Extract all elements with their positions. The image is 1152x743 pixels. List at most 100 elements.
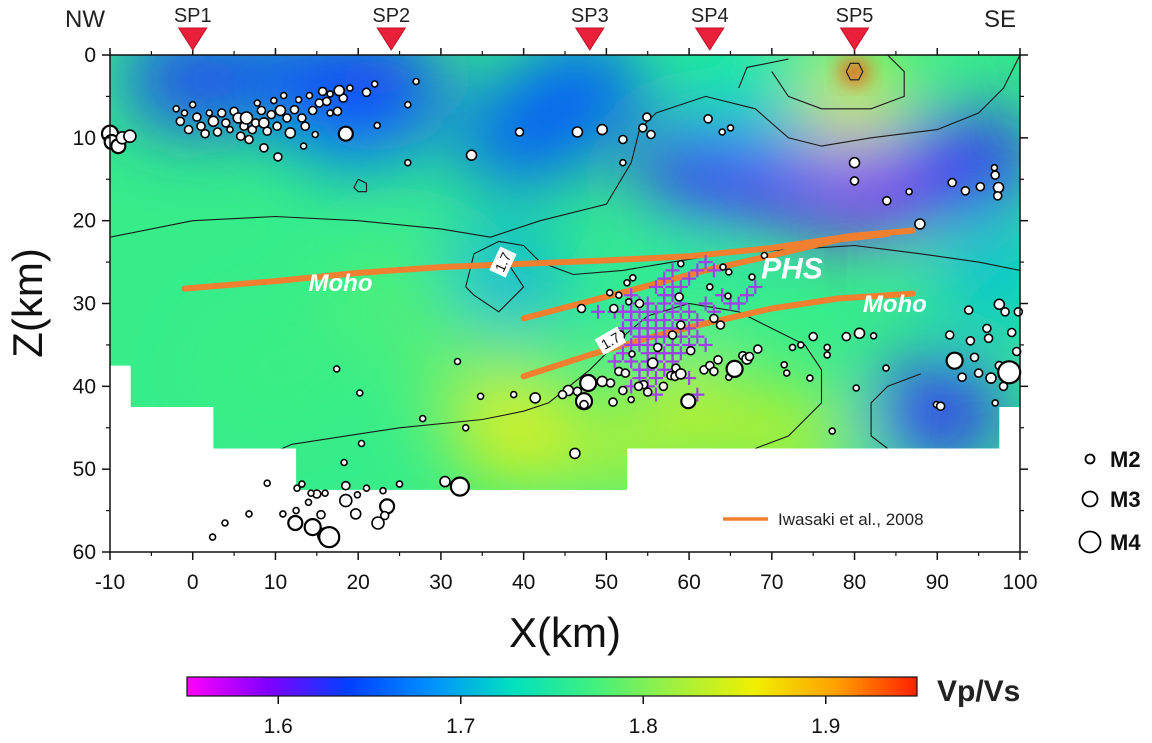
earthquake-circle [332,365,341,373]
earthquake-circle [371,516,385,530]
colorbar-tick-label: 1.6 [264,715,293,738]
earthquake-circle [172,105,180,113]
earthquake-circle [1000,306,1010,317]
shot-point-marker [694,27,725,51]
contour-value-labels: 1.7 1.7 [489,246,627,356]
earthquake-circle [652,342,663,353]
x-axis-title: X(km) [509,609,621,656]
microseismicity-cross [657,362,672,377]
earthquake-circle [266,109,277,120]
earthquake-circle [628,273,637,282]
contour-line [465,240,1020,288]
earthquake-circle [724,268,733,276]
earthquake-circle [608,397,618,407]
moho-line-legend: Iwasaki et al., 2008 [723,510,924,529]
microseismicity-cross [682,271,697,286]
microseismicity-cross [649,371,663,386]
earthquake-circle [362,484,371,493]
earthquake-circle [675,320,686,330]
x-tick-label: 100 [1002,571,1037,594]
earthquake-circle [395,480,404,488]
colorbar-tick-label: 1.8 [629,715,658,738]
x-tick-label: 30 [429,571,452,594]
earthquake-circles [100,77,1024,549]
y-tick-label: 10 [73,127,96,150]
y-tick-label: 30 [73,293,96,316]
earthquake-circle [853,327,866,340]
earthquake-circle [379,498,396,515]
earthquake-circle [808,331,819,342]
colorbar-tick-label: 1.9 [811,715,840,738]
microseismicity-cross [665,346,680,361]
contour-line [738,58,789,89]
magnitude-legend-label: M3 [1110,487,1141,512]
earthquake-circle [316,509,326,520]
earthquake-circle [333,84,346,97]
earthquake-circle [370,80,379,88]
x-tick-label: 20 [347,571,370,594]
microseismicity-cross [682,321,697,336]
microseismicity-cross [698,296,713,311]
earthquake-circle [705,283,714,291]
earthquake-circle [990,163,999,172]
y-tick-label: 50 [73,458,96,481]
earthquake-circle [576,303,587,314]
earthquake-circle [945,351,964,370]
y-tick-label: 0 [84,44,96,67]
earthquake-circle [216,108,227,118]
earthquake-circle [514,127,525,137]
earthquake-circle [272,121,282,131]
earthquake-circle [780,360,789,369]
earthquake-circle [881,196,892,206]
microseismicity-cross [690,263,705,278]
earthquake-circle [289,104,300,115]
earthquake-circle [326,90,334,98]
plot-frame: -10 0 10 20 30 40 50 60 70 80 90 100 0 10 20 30 40 50 60 [73,44,1038,594]
contour-line [465,261,525,313]
shot-point-label: SP2 [372,5,410,27]
earthquake-circle [905,187,913,196]
earthquake-circle [307,489,315,498]
earthquake-circle [852,384,861,392]
earthquake-circle [461,423,470,432]
microseismicity-cross [698,337,713,352]
microseismicity-cross [657,288,672,303]
earthquake-circle [212,127,223,137]
field-blob [205,319,346,420]
earthquake-circle [361,87,372,98]
earthquake-circle [788,343,797,352]
earthquake-circle [403,100,412,109]
earthquake-circle [680,393,697,410]
earthquake-circle [412,77,420,86]
magnitude-legend: M2 M3 M4 [1078,447,1141,555]
earthquake-circle [596,123,609,136]
earthquake-circle [379,510,390,521]
orientation-left-label: NW [65,6,105,33]
earthquake-circle [403,158,412,167]
earthquake-circle [719,263,727,271]
earthquake-circle [293,484,301,493]
shot-point-label: SP1 [174,5,212,27]
colorbar-title: Vp/Vs [937,675,1020,708]
earthquake-circle [992,181,1005,194]
field-blob [685,55,826,139]
earthquake-circle [796,341,805,349]
contour-line [870,373,921,449]
microseismicity-cross [665,279,680,294]
microseismicity-cross [665,263,680,278]
earthquake-circle [618,385,628,396]
earthquake-circle [724,292,732,300]
earthquake-circle [703,114,713,124]
earthquake-circle [175,116,186,127]
annotation-label: PHS [761,253,823,286]
x-tick-label: 50 [595,571,618,594]
earthquake-circle [274,104,287,117]
x-tick-label: 60 [677,571,700,594]
field-blob [511,55,652,139]
earthquake-circle [321,489,329,498]
shot-point-marker [177,27,208,51]
field-blob [329,253,470,354]
earthquake-circle [357,439,366,448]
microseismicity-cross [690,329,705,344]
earthquake-circle [258,117,270,129]
